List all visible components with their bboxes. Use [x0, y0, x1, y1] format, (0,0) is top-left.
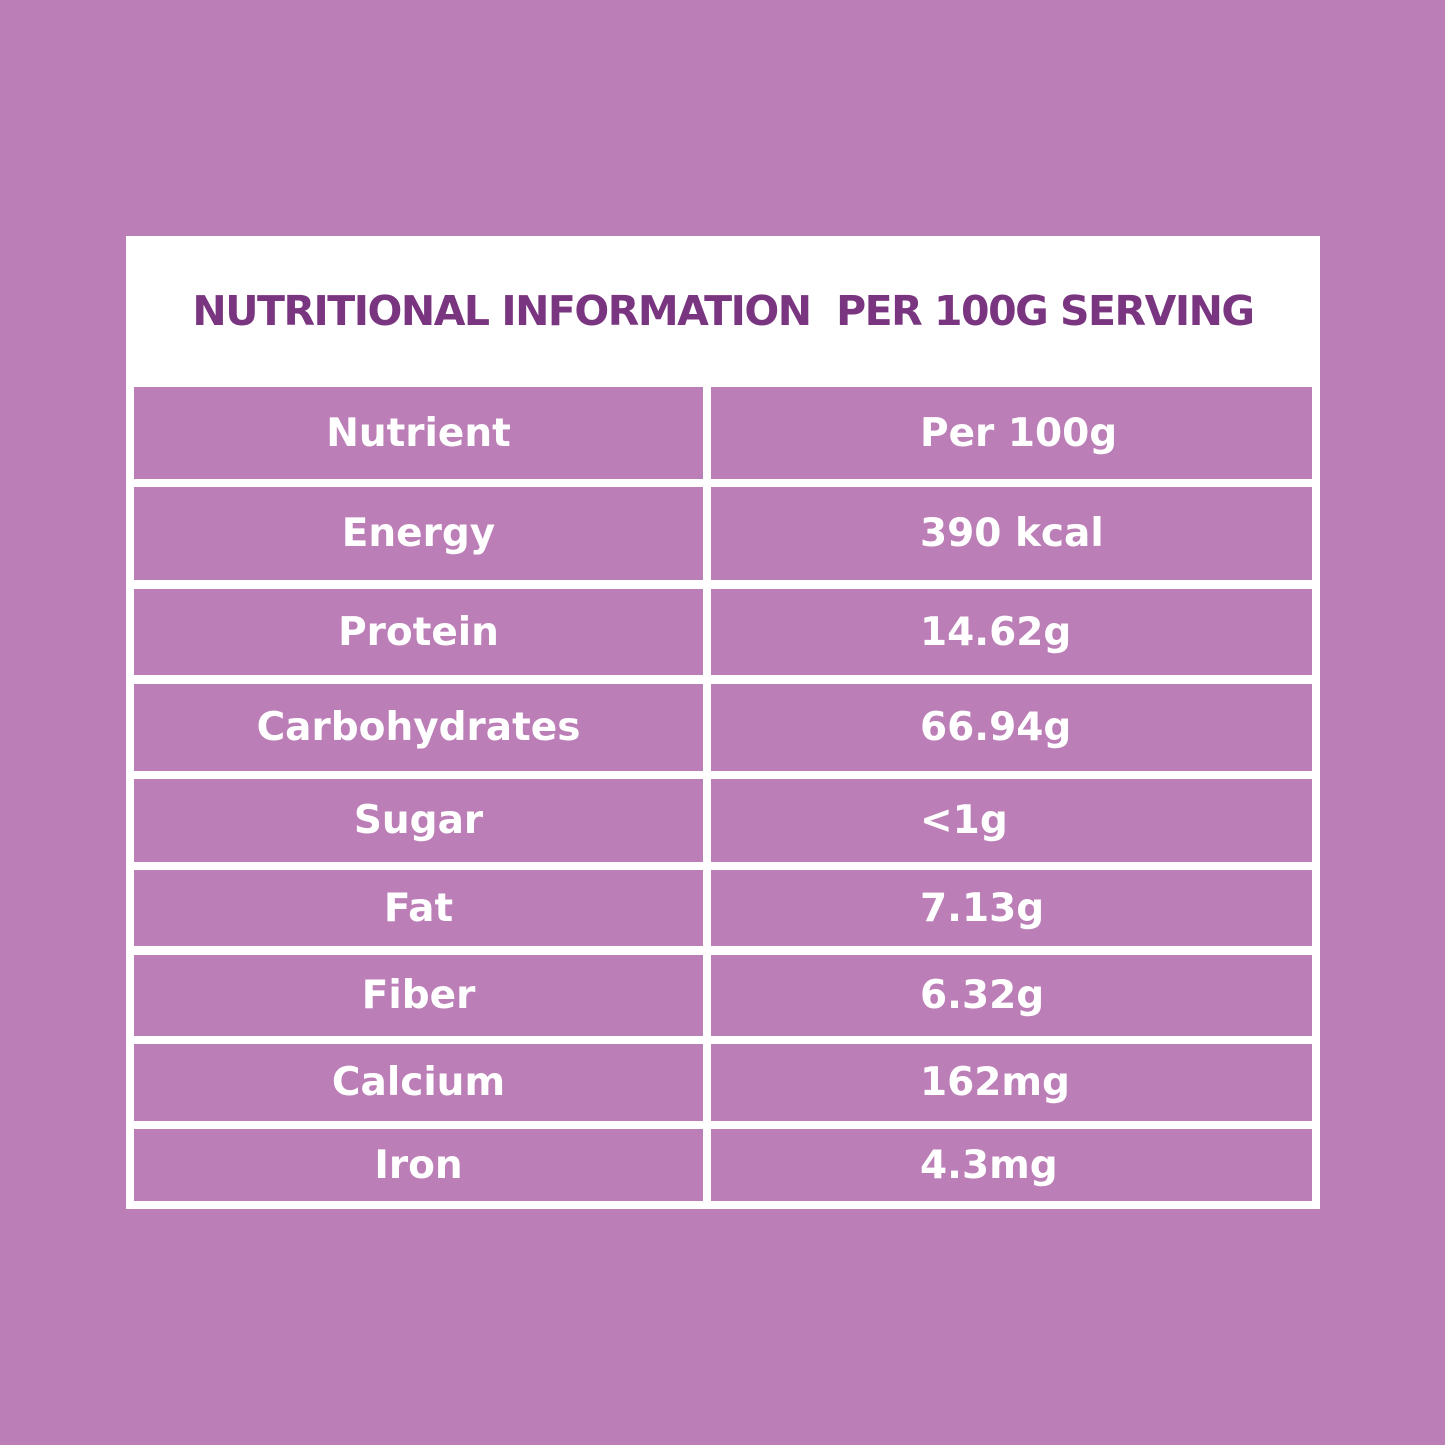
- header-cell-nutrient: Nutrient: [134, 387, 703, 479]
- nutrient-name-fat: Fat: [134, 870, 703, 946]
- nutrient-name-calcium: Calcium: [134, 1044, 703, 1121]
- header-cell-per-100g: Per 100g: [711, 387, 1312, 479]
- nutrient-value-fiber: 6.32g: [711, 955, 1312, 1036]
- nutrient-value-calcium: 162mg: [711, 1044, 1312, 1121]
- nutrient-value-carbohydrates: 66.94g: [711, 684, 1312, 771]
- nutrient-name-iron: Iron: [134, 1129, 703, 1201]
- nutrient-name-sugar: Sugar: [134, 779, 703, 862]
- nutrient-value-fat: 7.13g: [711, 870, 1312, 946]
- nutrient-name-carbohydrates: Carbohydrates: [134, 684, 703, 771]
- nutrient-value-iron: 4.3mg: [711, 1129, 1312, 1201]
- nutrient-value-energy: 390 kcal: [711, 487, 1312, 580]
- nutrient-name-fiber: Fiber: [134, 955, 703, 1036]
- panel-title: NUTRITIONAL INFORMATION PER 100G SERVING: [192, 287, 1255, 335]
- nutrition-panel: NUTRITIONAL INFORMATION PER 100G SERVING…: [126, 236, 1320, 1209]
- nutrient-name-protein: Protein: [134, 589, 703, 675]
- nutrient-name-energy: Energy: [134, 487, 703, 580]
- nutrient-value-sugar: <1g: [711, 779, 1312, 862]
- nutrient-value-protein: 14.62g: [711, 589, 1312, 675]
